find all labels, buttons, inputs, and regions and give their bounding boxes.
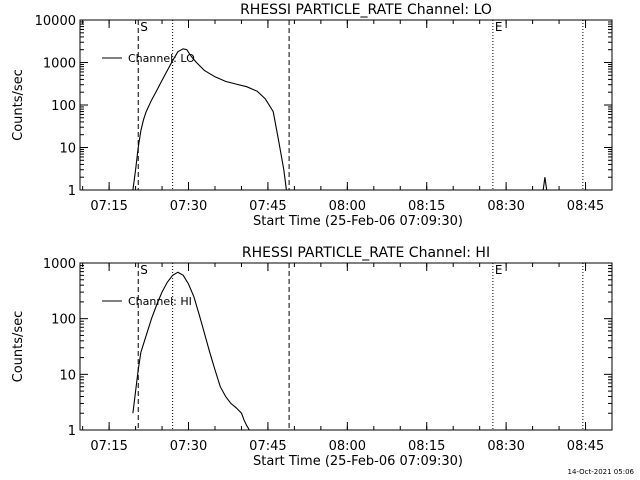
chart1-series-line (542, 177, 548, 191)
chart1-xtick-label: 08:00 (329, 199, 366, 214)
chart1-ytick-label: 100 (51, 99, 76, 114)
chart2-series-line (132, 271, 250, 431)
chart1-xtick-label: 07:45 (249, 199, 286, 214)
chart2-title: RHESSI PARTICLE_RATE Channel: HI (242, 245, 490, 261)
footer-timestamp: 14-Oct-2021 05:06 (567, 468, 634, 476)
chart1-plot-frame (79, 19, 613, 191)
chart1-ytick-label: 1 (68, 184, 76, 199)
chart2-xtick-label: 08:15 (408, 439, 445, 454)
chart2-xtick-label: 08:45 (567, 439, 604, 454)
chart2-ytick-label: 1000 (43, 257, 76, 272)
chart1-xtick-label: 07:15 (90, 199, 127, 214)
chart1-ytick-label: 10000 (35, 14, 76, 29)
chart2-ylabel: Counts/sec (11, 311, 26, 383)
chart2-xtick-label: 07:15 (90, 439, 127, 454)
chart1-marker-label: E (495, 20, 503, 34)
chart2-ytick-label: 100 (51, 313, 76, 328)
chart1-xtick-label: 08:15 (408, 199, 445, 214)
chart1-marker-label: S (140, 20, 148, 34)
chart1-xtick-label: 07:30 (170, 199, 207, 214)
chart2-xtick-label: 07:30 (170, 439, 207, 454)
chart1-legend-label: Channel: LO (128, 52, 195, 65)
chart2-ytick-label: 10 (59, 368, 76, 383)
chart1-title: RHESSI PARTICLE_RATE Channel: LO (240, 2, 492, 18)
chart1-ytick-label: 10 (59, 142, 76, 157)
chart1-xlabel: Start Time (25-Feb-06 07:09:30) (253, 214, 463, 229)
chart2-ytick-label: 1 (68, 424, 76, 439)
chart1-series-line (132, 48, 287, 191)
chart2-marker-label: S (140, 263, 148, 277)
chart2-legend-label: Channel: HI (128, 295, 192, 308)
chart1-xtick-label: 08:45 (567, 199, 604, 214)
chart1-xtick-label: 08:30 (487, 199, 524, 214)
chart2-xlabel: Start Time (25-Feb-06 07:09:30) (253, 454, 463, 469)
chart2-xtick-label: 08:30 (487, 439, 524, 454)
chart2-marker-label: E (495, 263, 503, 277)
chart1-ylabel: Counts/sec (11, 69, 26, 141)
chart1-ytick-label: 1000 (43, 57, 76, 72)
chart2-plot-frame (79, 262, 613, 431)
chart2-xtick-label: 07:45 (249, 439, 286, 454)
chart2-xtick-label: 08:00 (329, 439, 366, 454)
